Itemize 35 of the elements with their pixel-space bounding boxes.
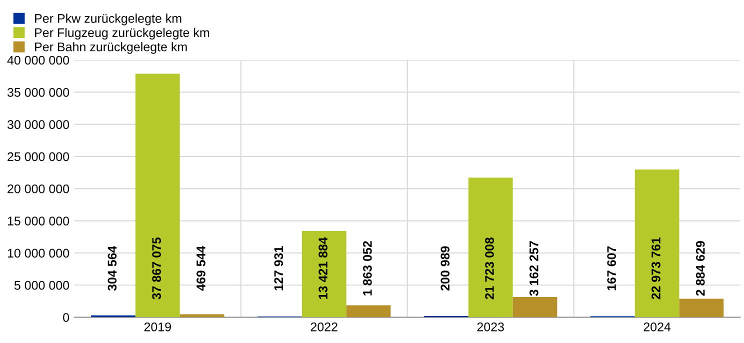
y-tick-label: 30 000 000 [7, 120, 70, 129]
data-label: 167 607 [607, 246, 616, 290]
x-tick-label: 2024 [644, 322, 671, 332]
bar [135, 74, 180, 318]
legend-label: Per Flugzeug zurückgelegte km [35, 28, 210, 40]
legend-label: Per Pkw zurückgelegte km [35, 14, 182, 26]
y-tick-label: 15 000 000 [8, 216, 70, 226]
y-tick-label: 10 000 000 [8, 248, 70, 258]
bar [346, 305, 391, 318]
legend-label: Per Bahn zurückgelegte km [35, 42, 187, 54]
bar [634, 170, 680, 318]
bar [512, 296, 558, 318]
data-label: 304 564 [108, 246, 117, 291]
y-tick-label: 0 [63, 313, 70, 322]
y-tick-label: 20 000 000 [8, 184, 70, 194]
y-tick-label: 35 000 000 [7, 88, 70, 97]
bar [468, 178, 513, 318]
x-tick-label: 2022 [310, 322, 338, 332]
data-label: 37 867 075 [152, 237, 162, 300]
data-label: 2 884 629 [696, 241, 705, 296]
data-label: 22 973 761 [652, 237, 660, 300]
data-label: 13 421 884 [318, 237, 328, 299]
data-label: 127 931 [274, 246, 284, 290]
x-tick-label: 2019 [144, 322, 171, 332]
data-label: 1 863 052 [363, 241, 372, 296]
data-label: 469 544 [196, 246, 206, 291]
y-tick-label: 5 000 000 [14, 280, 70, 290]
data-label: 21 723 008 [485, 237, 494, 300]
data-label: 3 162 257 [529, 241, 538, 296]
y-tick-label: 40 000 000 [7, 56, 70, 65]
bar [302, 230, 346, 318]
y-tick-label: 25 000 000 [8, 152, 70, 162]
data-label: 200 989 [440, 246, 450, 291]
x-tick-label: 2023 [477, 322, 504, 332]
bar [679, 298, 724, 318]
